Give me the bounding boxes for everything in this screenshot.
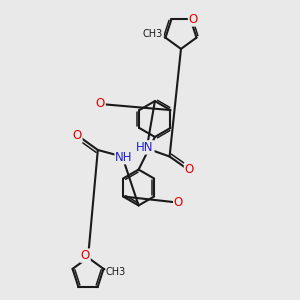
Text: HN: HN bbox=[136, 141, 154, 154]
Text: O: O bbox=[96, 97, 105, 110]
Text: CH3: CH3 bbox=[106, 268, 126, 278]
Text: O: O bbox=[81, 249, 90, 262]
Text: O: O bbox=[73, 130, 82, 142]
Text: O: O bbox=[188, 13, 198, 26]
Text: O: O bbox=[174, 196, 183, 209]
Text: NH: NH bbox=[115, 151, 133, 164]
Text: CH3: CH3 bbox=[143, 29, 163, 39]
Text: O: O bbox=[184, 163, 194, 176]
